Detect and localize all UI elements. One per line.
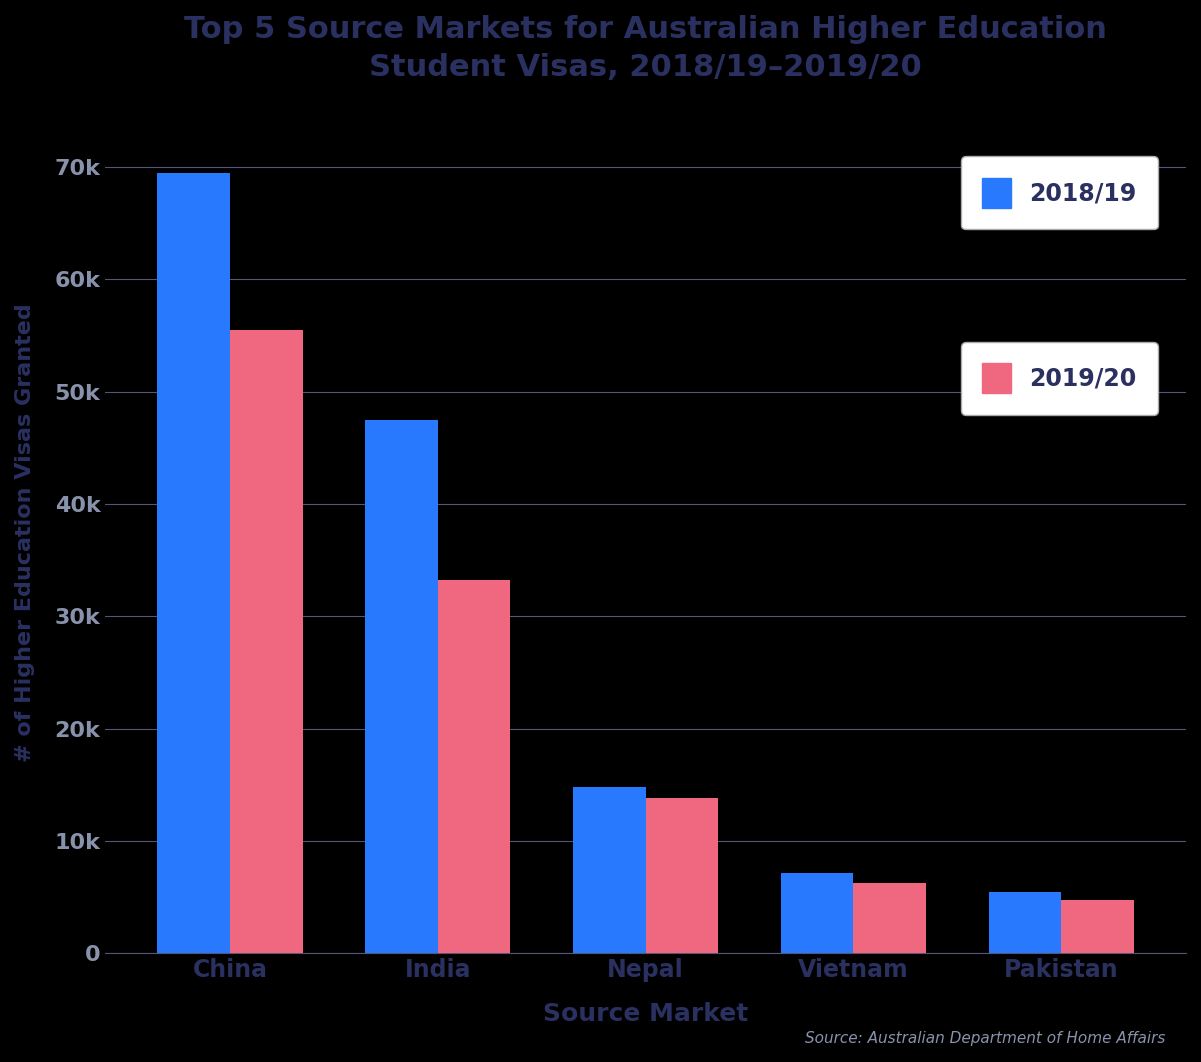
Legend: 2019/20: 2019/20 (961, 342, 1158, 414)
Bar (988, 892, 1062, 954)
Text: Source: Australian Department of Home Affairs: Source: Australian Department of Home Af… (805, 1031, 1165, 1046)
Y-axis label: # of Higher Education Visas Granted: # of Higher Education Visas Granted (14, 303, 35, 761)
X-axis label: Source Market: Source Market (543, 1001, 748, 1026)
Bar (365, 419, 437, 954)
Bar (854, 883, 926, 954)
Bar (781, 873, 854, 954)
Bar (437, 581, 510, 954)
Bar (646, 799, 718, 954)
Bar (229, 330, 303, 954)
Bar (1062, 900, 1134, 954)
Bar (573, 787, 646, 954)
Title: Top 5 Source Markets for Australian Higher Education
Student Visas, 2018/19–2019: Top 5 Source Markets for Australian High… (184, 15, 1107, 82)
Bar (157, 173, 229, 954)
